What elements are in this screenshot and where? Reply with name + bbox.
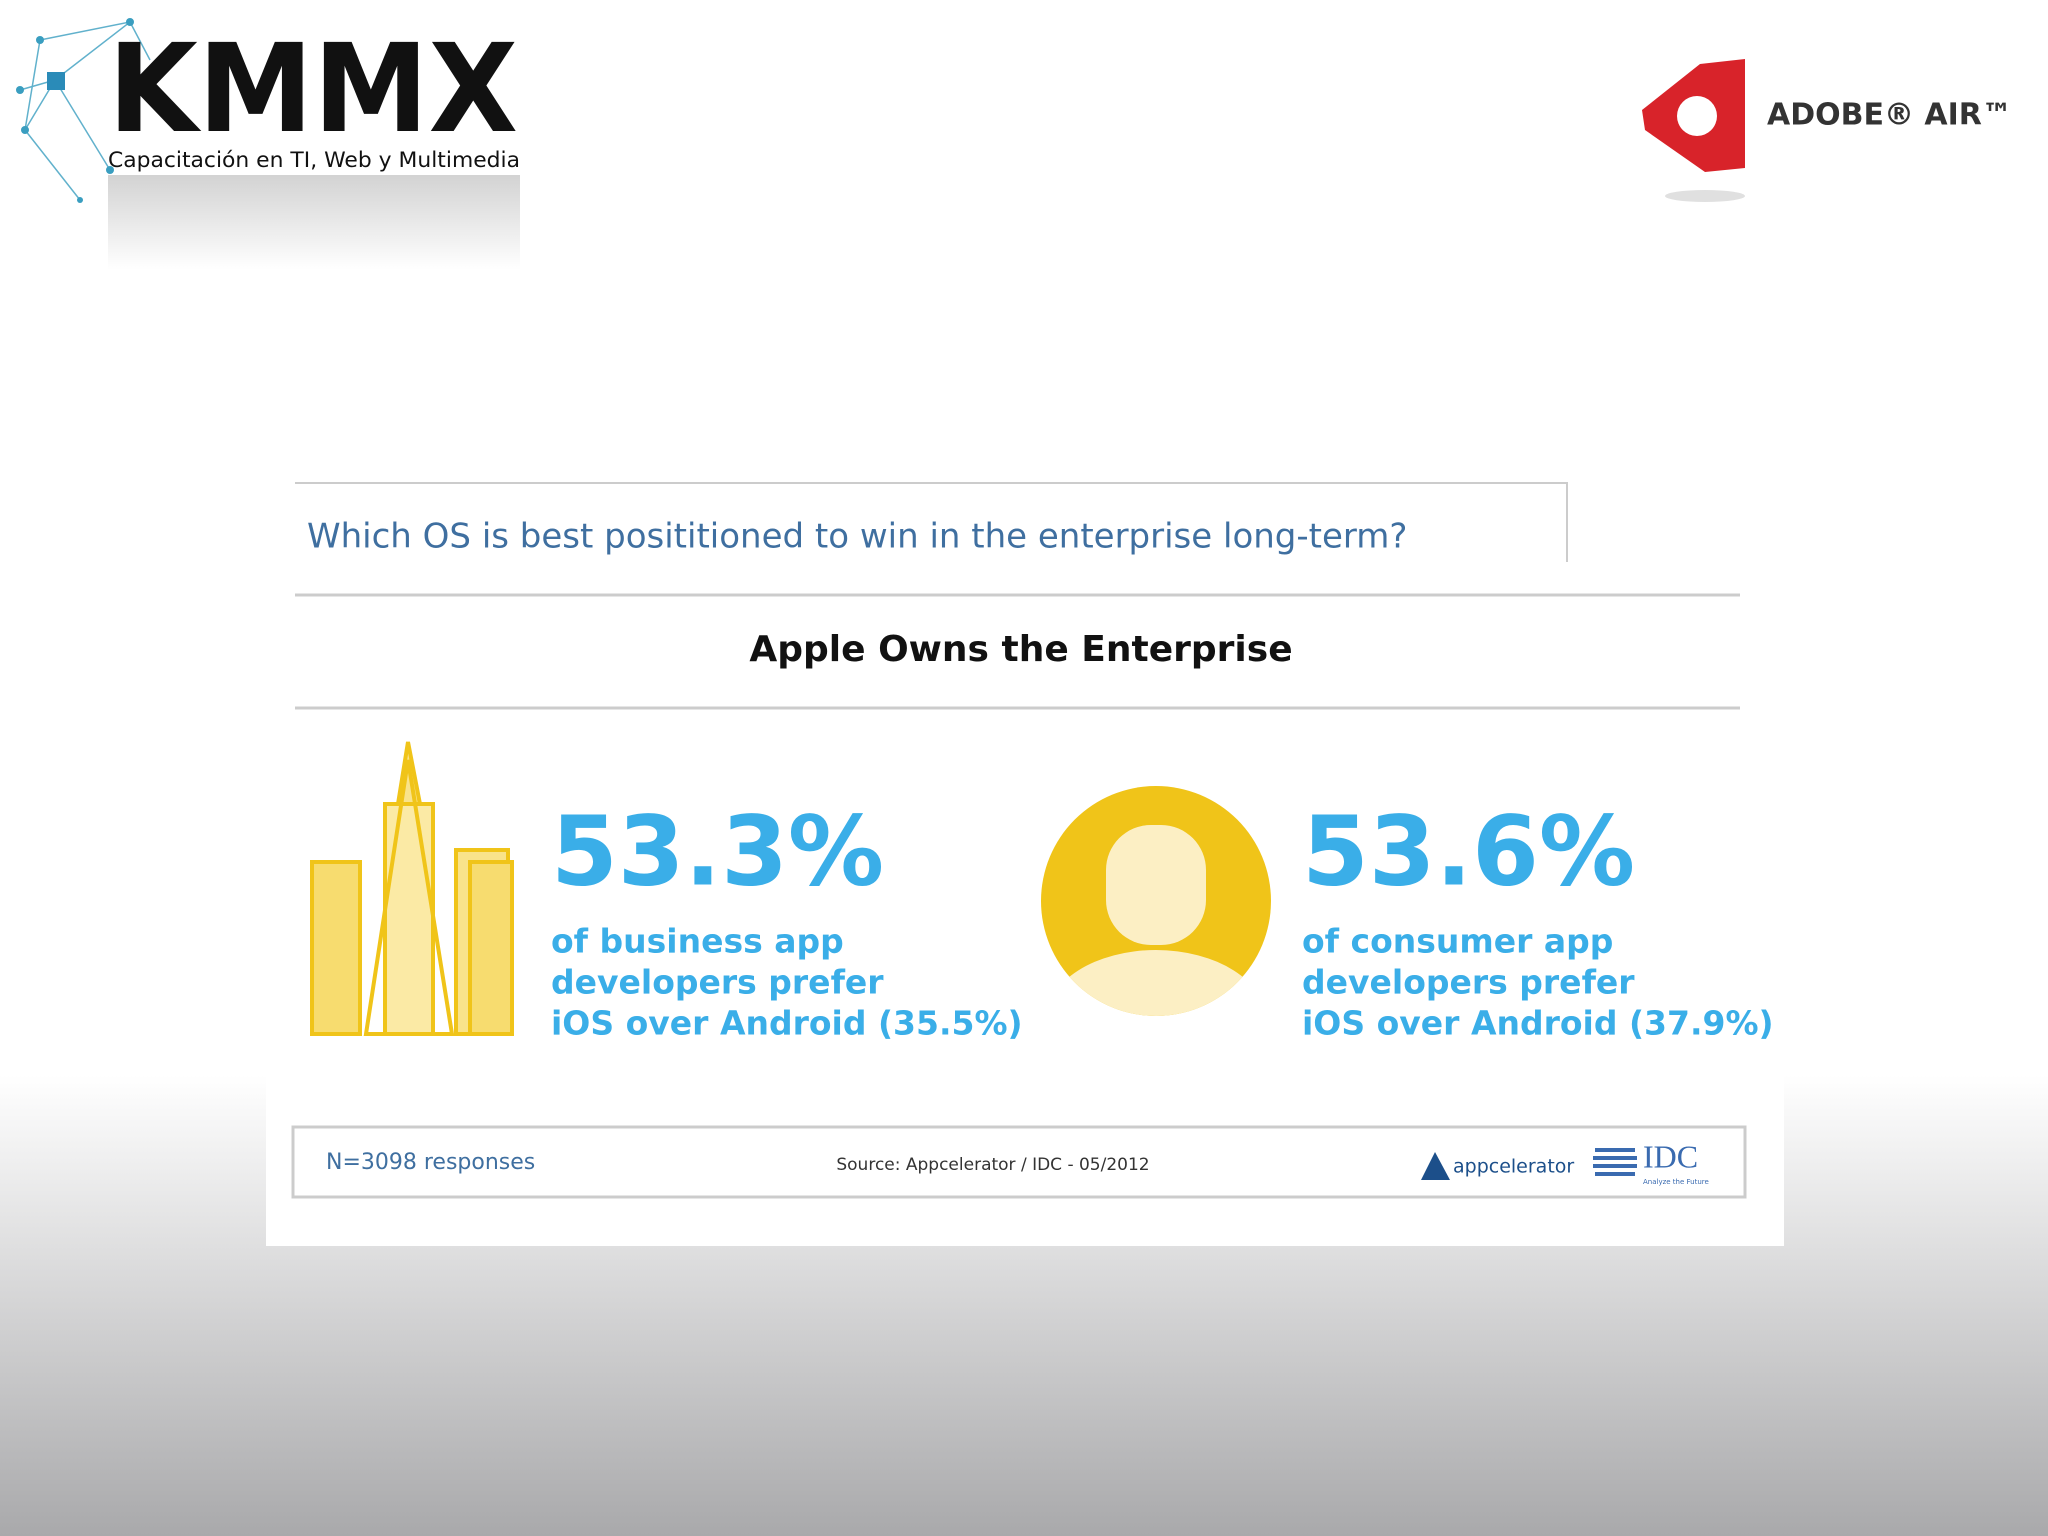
stat-description: of business app xyxy=(551,922,844,961)
kmmx-tagline: Capacitación en TI, Web y Multimedia xyxy=(108,148,520,172)
sample-size: N=3098 responses xyxy=(326,1150,535,1175)
person-icon xyxy=(1041,786,1271,1016)
content-panel xyxy=(266,400,1784,1246)
logo-reflection xyxy=(108,175,520,270)
stat-value: 53.3% xyxy=(551,795,884,907)
stat-description: developers prefer xyxy=(1302,963,1635,1002)
stat-description: iOS over Android (35.5%) xyxy=(551,1004,1023,1043)
question: Which OS is best posititioned to win in … xyxy=(307,517,1407,557)
kmmx-logo: KMMX Capacitación en TI, Web y Multimedi… xyxy=(16,18,520,270)
idc-logo: IDC xyxy=(1643,1138,1698,1174)
idc-globe xyxy=(1593,1148,1637,1176)
adobe-air-text: ADOBE® AIR™ xyxy=(1767,98,2012,133)
question-frame xyxy=(295,482,1568,562)
source: Source: Appcelerator / IDC - 05/2012 xyxy=(836,1155,1149,1175)
stat-description: developers prefer xyxy=(551,963,884,1002)
building-icon xyxy=(310,741,514,1036)
appcelerator-logo: appcelerator xyxy=(1453,1156,1574,1178)
footer-box xyxy=(291,1125,1747,1199)
kmmx-name: KMMX xyxy=(108,18,518,160)
stat-description: of consumer app xyxy=(1302,922,1613,961)
headline: Apple Owns the Enterprise xyxy=(749,629,1292,670)
idc-tagline: Analyze the Future xyxy=(1643,1178,1709,1186)
stat-description: iOS over Android (37.9%) xyxy=(1302,1004,1774,1043)
stat-value: 53.6% xyxy=(1302,795,1635,907)
adobe-air-logo: ADOBE® AIR™ xyxy=(1642,59,2012,202)
appcelerator-mark xyxy=(1421,1152,1450,1180)
